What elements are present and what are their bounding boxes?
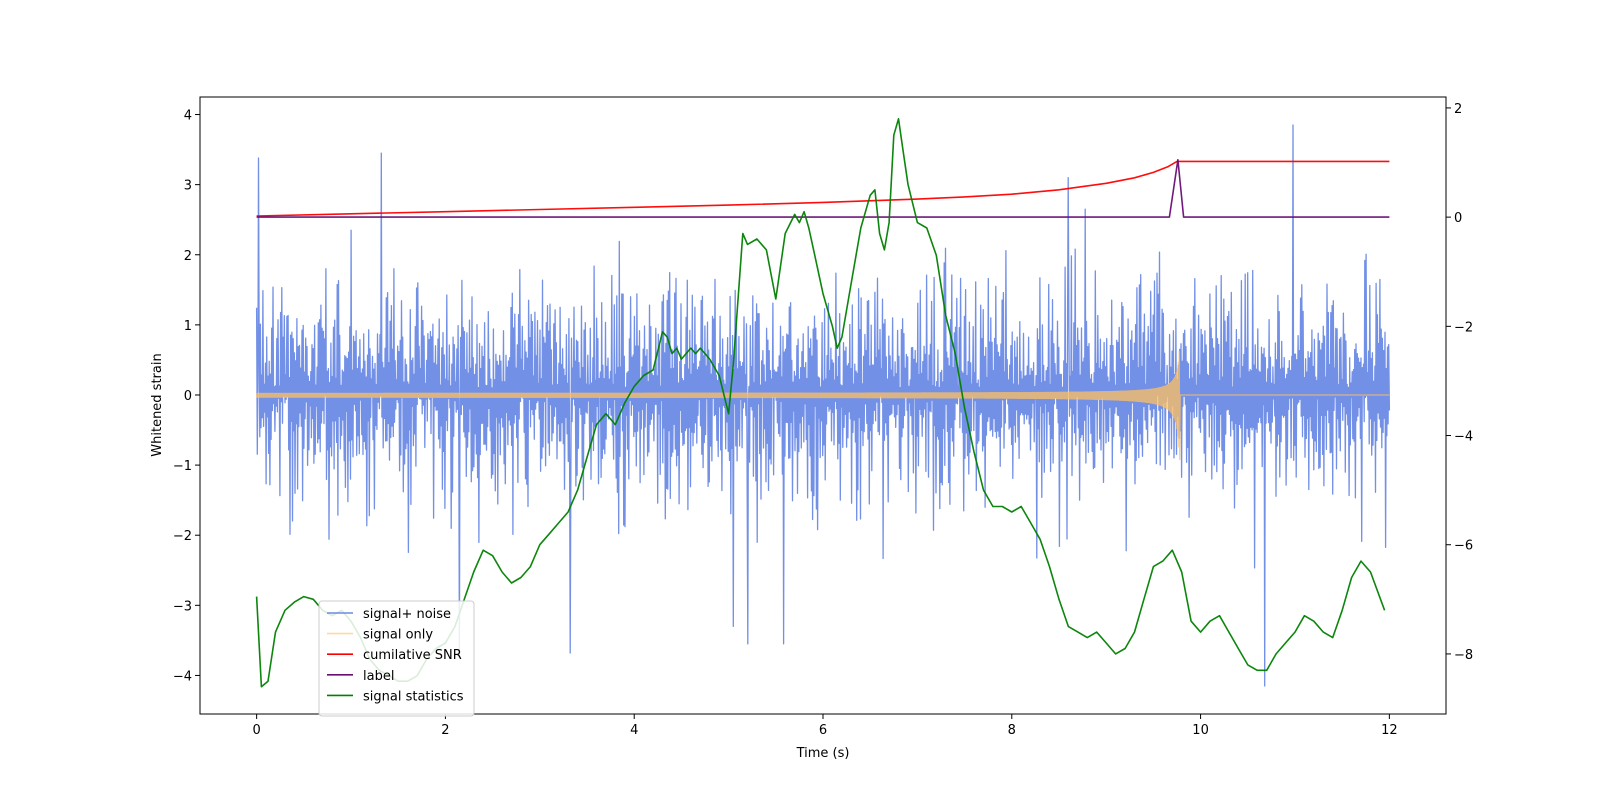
y-tick-label: 0 [184, 389, 192, 404]
x-axis-label: Time (s) [796, 746, 850, 761]
y-axis-label: Whitened strain [150, 353, 165, 456]
legend-entry: cumilative SNR [363, 648, 462, 663]
series-line-signal-noise [255, 124, 1391, 687]
x-tick-label: 0 [252, 723, 260, 738]
y-tick-label: 1 [184, 319, 192, 334]
series-line-cumilative-snr [256, 160, 1390, 217]
x-tick-label: 12 [1381, 723, 1398, 738]
legend-entry: signal+ noise [363, 607, 451, 622]
legend-entry: signal only [363, 628, 433, 643]
legend-entry: label [363, 669, 394, 684]
y-tick-label: −2 [173, 529, 192, 544]
x-tick-label: 8 [1008, 723, 1016, 738]
y2-tick-label: −4 [1454, 430, 1473, 445]
y-tick-label: −4 [173, 669, 192, 684]
y-tick-label: 4 [184, 109, 192, 124]
legend-entry: signal statistics [363, 689, 464, 704]
x-tick-label: 2 [441, 723, 449, 738]
y-axis-right: −8 −6 −4 −2 0 2 [1446, 102, 1473, 663]
y2-tick-label: 0 [1454, 211, 1462, 226]
legend: signal+ noise signal only cumilative SNR la… [318, 600, 475, 717]
y2-tick-label: 2 [1454, 102, 1462, 117]
y-axis-left: −4 −3 −2 −1 0 1 2 3 4 [173, 109, 200, 684]
y-tick-label: 2 [184, 249, 192, 264]
x-tick-label: 4 [630, 723, 638, 738]
y2-tick-label: −2 [1454, 320, 1473, 335]
series-line-label [256, 159, 1390, 218]
y-tick-label: −3 [173, 599, 192, 614]
x-tick-label: 6 [819, 723, 827, 738]
x-tick-label: 10 [1192, 723, 1209, 738]
legend-box [318, 600, 475, 717]
y-tick-label: −1 [173, 459, 192, 474]
y2-tick-label: −6 [1454, 539, 1473, 554]
series-line-signal-only [255, 350, 1390, 461]
x-axis: 0 2 4 6 8 10 12 [252, 714, 1398, 738]
y-tick-label: 3 [184, 179, 192, 194]
y2-tick-label: −8 [1454, 648, 1473, 663]
